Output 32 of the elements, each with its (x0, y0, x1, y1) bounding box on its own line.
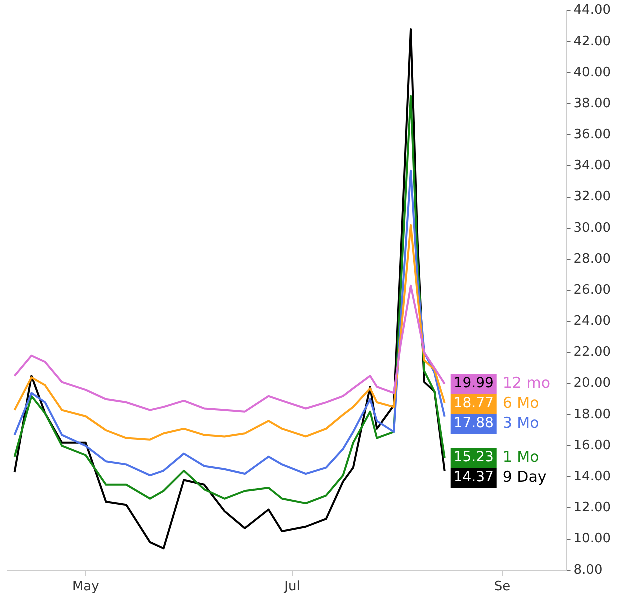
y-tick-label: 22.00 (574, 345, 611, 360)
data-label: 15.23 (454, 450, 494, 466)
y-tick-label: 8.00 (574, 562, 603, 578)
y-tick-label: 16.00 (574, 438, 611, 454)
legend-label: 1 Mo (502, 448, 540, 466)
y-tick-label: 36.00 (574, 128, 611, 143)
y-tick-label: 38.00 (574, 96, 611, 112)
data-label: 14.37 (454, 470, 494, 486)
y-tick-label: 42.00 (574, 34, 611, 50)
y-tick-label: 40.00 (574, 65, 611, 80)
data-label: 19.99 (454, 376, 494, 392)
y-tick-label: 26.00 (574, 282, 611, 298)
x-tick-label: Se (494, 580, 511, 595)
legend-label: 12 mo (502, 374, 551, 392)
x-tick-label: Jul (284, 580, 300, 595)
y-tick-label: 44.00 (574, 3, 611, 18)
y-tick-label: 28.00 (574, 252, 611, 267)
x-tick-label: May (72, 580, 100, 595)
data-label: 18.77 (454, 396, 494, 412)
y-tick-label: 34.00 (574, 158, 611, 174)
y-tick-label: 24.00 (574, 314, 611, 330)
y-tick-label: 30.00 (574, 220, 611, 236)
y-tick-label: 10.00 (574, 532, 611, 547)
data-label: 17.88 (454, 416, 494, 432)
y-tick-label: 18.00 (574, 407, 611, 422)
y-tick-label: 14.00 (574, 470, 611, 485)
y-tick-label: 12.00 (574, 500, 611, 516)
y-tick-label: 20.00 (574, 376, 611, 392)
legend-label: 3 Mo (502, 414, 540, 432)
legend-label: 6 Mo (502, 394, 540, 412)
legend-label: 9 Day (502, 468, 547, 486)
y-tick-label: 32.00 (574, 190, 611, 205)
